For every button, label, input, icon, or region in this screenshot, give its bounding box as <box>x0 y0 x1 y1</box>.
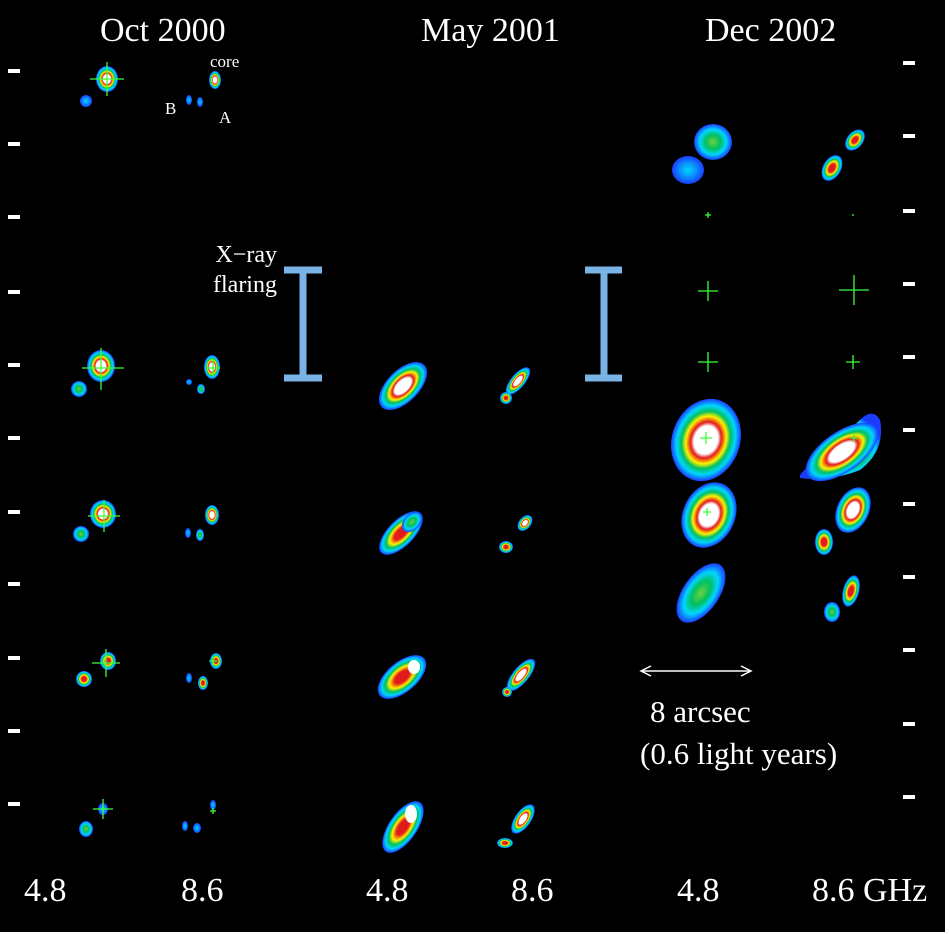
map-may2001-4.8-row3 <box>379 511 423 555</box>
left-tick <box>8 729 20 733</box>
map-may2001-4.8-row2 <box>378 361 428 411</box>
freq-label-8-6-may: 8.6 <box>511 872 554 909</box>
right-tick <box>903 502 915 506</box>
map-may2001-8.6-row3 <box>499 515 533 553</box>
left-tick <box>8 802 20 806</box>
right-tick <box>903 282 915 286</box>
position-markers <box>82 62 869 819</box>
map-may2001-8.6-row2 <box>500 367 531 404</box>
epoch-label-may-2001: May 2001 <box>421 12 560 49</box>
epoch-label-dec-2002: Dec 2002 <box>705 12 837 49</box>
map-may2001-8.6-row4 <box>502 658 536 697</box>
freq-label-8-6-oct: 8.6 <box>181 872 224 909</box>
map-oct2000-8.6-row5 <box>182 800 216 833</box>
right-tick <box>903 575 915 579</box>
right-tick <box>903 428 915 432</box>
xray-flaring-label: X−ray flaring <box>213 240 277 300</box>
map-dec2002-4.8-row1 <box>672 124 732 184</box>
map-dec2002-8.6-row1 <box>821 129 865 181</box>
map-may2001-4.8-row5 <box>382 801 424 853</box>
freq-label-4-8-dec: 4.8 <box>677 872 720 909</box>
left-tick <box>8 363 20 367</box>
map-oct2000-8.6-row2 <box>186 355 220 394</box>
map-may2001-8.6-row5 <box>497 804 535 848</box>
right-tick <box>903 355 915 359</box>
map-oct2000-4.8-row1 <box>80 66 118 107</box>
scale-label-arcsec: 8 arcsec <box>650 694 751 729</box>
map-oct2000-4.8-row2 <box>71 350 115 397</box>
left-tick <box>8 510 20 514</box>
freq-label-4-8-oct: 4.8 <box>24 872 67 909</box>
component-label-b: B <box>165 99 177 118</box>
map-oct2000-8.6-row4 <box>186 653 222 690</box>
right-tick <box>903 61 915 65</box>
right-tick <box>903 795 915 799</box>
map-may2001-4.8-row4 <box>377 655 427 699</box>
map-dec2002-4.8-row4 <box>681 482 737 548</box>
epoch-label-oct-2000: Oct 2000 <box>100 12 226 49</box>
left-tick <box>8 436 20 440</box>
scale-arrow <box>639 665 753 677</box>
right-tick <box>903 209 915 213</box>
freq-label-8-6-dec: 8.6 GHz <box>812 872 928 909</box>
right-tick <box>903 722 915 726</box>
xray-label-line1: X−ray <box>215 242 277 268</box>
map-dec2002-8.6-row4 <box>815 487 871 555</box>
left-tick <box>8 142 20 146</box>
left-tick <box>8 290 20 294</box>
map-oct2000-4.8-row3 <box>73 500 116 542</box>
map-dec2002-8.6-row5 <box>824 575 860 622</box>
xray-label-line2: flaring <box>213 272 277 298</box>
freq-label-4-8-may: 4.8 <box>366 872 409 909</box>
left-tick <box>8 69 20 73</box>
left-tick <box>8 582 20 586</box>
right-tick <box>903 648 915 652</box>
component-label-a: A <box>219 108 232 127</box>
map-oct2000-8.6-row1 <box>186 71 221 107</box>
map-oct2000-4.8-row4 <box>76 652 116 687</box>
map-dec2002-8.6-row3 <box>800 413 882 482</box>
scale-label-lightyears: (0.6 light years) <box>640 736 838 771</box>
left-tick <box>8 215 20 219</box>
map-oct2000-8.6-row3 <box>185 505 219 541</box>
component-label-core: core <box>210 52 240 71</box>
right-tick <box>903 134 915 138</box>
xray-flaring-bar-oct-may <box>284 266 322 382</box>
xray-flaring-bar-may-dec <box>585 266 622 382</box>
map-dec2002-4.8-row5 <box>676 563 726 623</box>
left-tick <box>8 656 20 660</box>
